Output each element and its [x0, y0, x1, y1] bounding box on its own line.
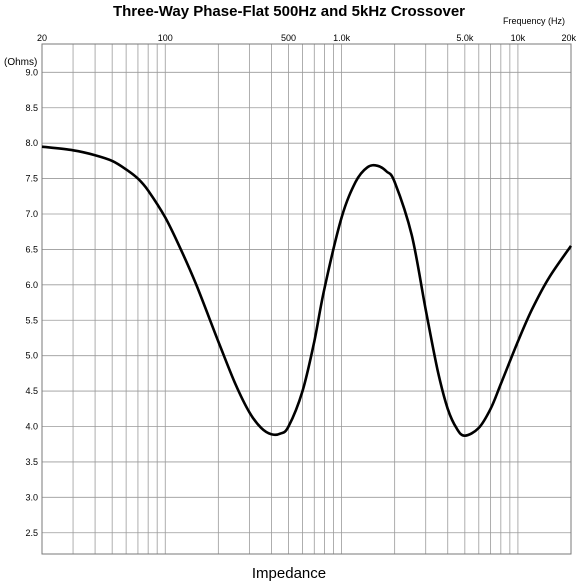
- y-tick-label: 8.0: [25, 138, 38, 148]
- x-tick-label: 10k: [511, 33, 526, 43]
- y-axis-unit-label: (Ohms): [4, 57, 38, 68]
- y-tick-label: 4.5: [25, 386, 38, 396]
- x-tick-label: 5.0k: [456, 33, 474, 43]
- x-axis-frequency-label: Frequency (Hz): [503, 16, 566, 26]
- x-tick-label: 500: [281, 33, 296, 43]
- x-tick-label: 20k: [561, 33, 576, 43]
- x-tick-label: 1.0k: [333, 33, 351, 43]
- y-tick-label: 5.0: [25, 351, 38, 361]
- y-tick-label: 9.0: [25, 67, 38, 77]
- chart-title: Three-Way Phase-Flat 500Hz and 5kHz Cros…: [112, 3, 466, 20]
- y-tick-label: 3.5: [25, 457, 38, 467]
- y-tick-label: 8.5: [25, 103, 38, 113]
- plot-frame: [41, 43, 572, 555]
- y-tick-label: 7.0: [25, 209, 38, 219]
- y-tick-label: 5.5: [25, 315, 38, 325]
- y-tick-label: 7.5: [25, 174, 38, 184]
- y-tick-label: 3.0: [25, 492, 38, 502]
- x-tick-label: 100: [158, 33, 173, 43]
- y-tick-label: 6.5: [25, 244, 38, 254]
- y-tick-label: 2.5: [25, 528, 38, 538]
- y-tick-label: 4.0: [25, 422, 38, 432]
- x-axis-label: Impedance: [251, 565, 327, 582]
- y-tick-label: 6.0: [25, 280, 38, 290]
- x-tick-label: 20: [37, 33, 47, 43]
- impedance-curve: [41, 145, 573, 437]
